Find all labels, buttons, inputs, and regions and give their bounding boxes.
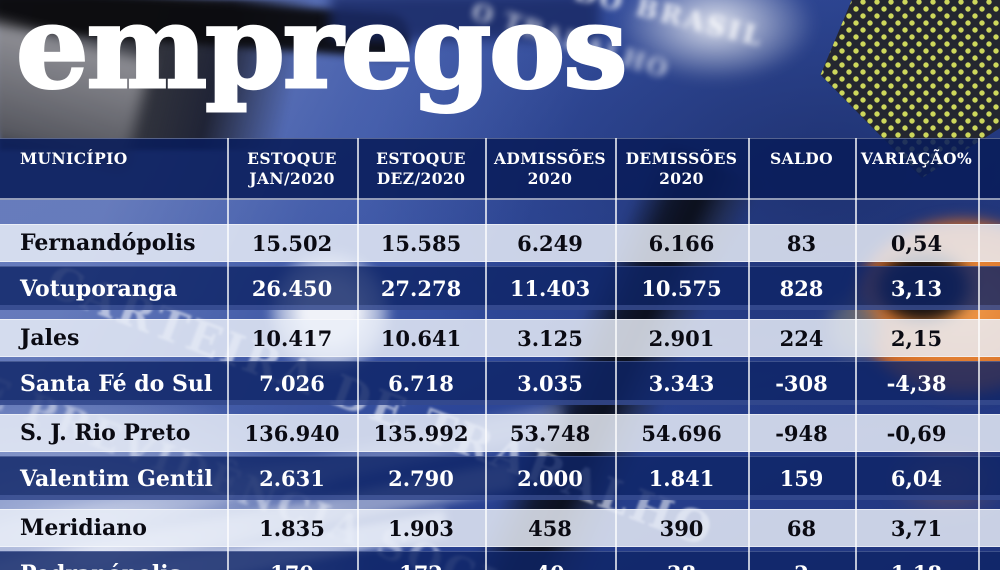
value-demissoes: 38 [615, 552, 748, 570]
value-estoque-jan: 2.631 [259, 466, 325, 491]
row-edge-sliver [978, 552, 1000, 570]
column-header-saldo: SALDO [769, 149, 834, 168]
value-estoque-jan: 26.450 [251, 276, 333, 301]
value-admissoes: 53.748 [509, 420, 591, 446]
table-row-meridiano: Meridiano 1.835 1.903 458 390 68 3,71 [0, 509, 1000, 547]
municipality-name: Fernandópolis [20, 230, 196, 256]
value-saldo: -308 [775, 371, 828, 396]
value-saldo: 83 [786, 230, 817, 256]
value-estoque-jan: 136.940 [244, 420, 340, 446]
column-header-municipio: MUNICÍPIO [20, 149, 128, 168]
row-edge-sliver [978, 320, 1000, 356]
value-variacao: 6,04 [890, 466, 943, 491]
value-demissoes: 54.696 [641, 420, 722, 446]
value-variacao: -4,38 [886, 371, 947, 396]
header-edge-sliver [978, 139, 1000, 198]
value-admissoes: 3.125 [517, 325, 583, 351]
column-divider [978, 138, 980, 570]
column-divider [485, 138, 487, 570]
value-admissoes: 458 [528, 515, 572, 541]
municipality-name: Meridiano [20, 515, 147, 541]
value-estoque-dez: 2.790 [388, 466, 454, 491]
municipality-name: Jales [20, 325, 80, 351]
column-header-variacao: VARIAÇÃO% [860, 149, 973, 168]
column-divider [357, 138, 359, 570]
row-edge-sliver [978, 457, 1000, 500]
value-estoque-dez: 27.278 [380, 276, 462, 301]
value-saldo: 828 [779, 276, 824, 301]
row-edge-sliver [978, 267, 1000, 310]
value-saldo: -948 [775, 420, 828, 446]
row-edge-sliver [978, 225, 1000, 261]
table-row-jales: Jales 10.417 10.641 3.125 2.901 224 2,15 [0, 319, 1000, 357]
value-variacao: 1,18 [855, 552, 978, 570]
table-row-valentim-gentil: Valentim Gentil 2.631 2.790 2.000 1.841 … [0, 456, 1000, 500]
municipality-name: Valentim Gentil [20, 465, 213, 492]
value-demissoes: 1.841 [648, 466, 715, 491]
value-estoque-jan: 170 [227, 552, 357, 570]
row-edge-sliver [978, 362, 1000, 405]
value-admissoes: 11.403 [509, 276, 591, 301]
value-estoque-dez: 15.585 [380, 230, 462, 256]
municipality-name: S. J. Rio Preto [20, 420, 191, 446]
value-demissoes: 10.575 [641, 276, 722, 301]
value-demissoes: 2.901 [648, 325, 715, 351]
column-divider [855, 138, 857, 570]
table-row-fernandopolis: Fernandópolis 15.502 15.585 6.249 6.166 … [0, 224, 1000, 262]
value-estoque-jan: 10.417 [251, 325, 333, 351]
value-estoque-dez: 6.718 [388, 371, 454, 396]
value-estoque-dez: 172 [357, 552, 485, 570]
table-row-santa-fe-do-sul: Santa Fé do Sul 7.026 6.718 3.035 3.343 … [0, 361, 1000, 405]
column-divider [748, 138, 750, 570]
column-divider [227, 138, 229, 570]
table-row-clipped-bottom: Pedranópolis 170 172 40 38 2 1,18 [0, 551, 1000, 570]
column-header-admissoes: ADMISSÕES 2020 [493, 149, 607, 188]
value-saldo: 2 [748, 552, 855, 570]
page-title: empregos [14, 0, 628, 114]
value-admissoes: 6.249 [517, 230, 583, 256]
value-estoque-dez: 135.992 [373, 420, 469, 446]
value-variacao: 3,71 [890, 515, 943, 541]
row-edge-sliver [978, 510, 1000, 546]
row-edge-sliver [978, 415, 1000, 451]
value-estoque-dez: 10.641 [380, 325, 462, 351]
value-variacao: 3,13 [890, 276, 943, 301]
column-header-demissoes: DEMISSÕES 2020 [625, 149, 738, 188]
value-estoque-jan: 7.026 [259, 371, 325, 396]
blurred-emblem-top [616, 0, 816, 82]
value-admissoes: 40 [485, 552, 615, 570]
value-variacao: 0,54 [890, 230, 943, 256]
value-admissoes: 2.000 [517, 466, 583, 491]
table-header-row: MUNICÍPIO ESTOQUE JAN/2020 ESTOQUE DEZ/2… [0, 138, 1000, 200]
value-estoque-jan: 1.835 [259, 515, 325, 541]
value-estoque-dez: 1.903 [388, 515, 454, 541]
value-saldo: 159 [779, 466, 824, 491]
municipality-name: Votuporanga [20, 275, 178, 302]
navy-strip [330, 0, 600, 40]
table-row-sj-rio-preto: S. J. Rio Preto 136.940 135.992 53.748 5… [0, 414, 1000, 452]
value-saldo: 224 [779, 325, 824, 351]
value-saldo: 68 [786, 515, 817, 541]
value-admissoes: 3.035 [517, 371, 583, 396]
value-estoque-jan: 15.502 [251, 230, 333, 256]
municipality-name: Pedranópolis [0, 552, 227, 570]
column-header-estoque-jan: ESTOQUE JAN/2020 [247, 149, 337, 188]
municipality-name: Santa Fé do Sul [20, 370, 213, 397]
column-header-estoque-dez: ESTOQUE DEZ/2020 [376, 149, 466, 188]
value-variacao: -0,69 [886, 420, 947, 446]
value-demissoes: 6.166 [648, 230, 715, 256]
value-demissoes: 3.343 [648, 371, 715, 396]
column-divider [615, 138, 617, 570]
value-variacao: 2,15 [890, 325, 943, 351]
table-row-votuporanga: Votuporanga 26.450 27.278 11.403 10.575 … [0, 266, 1000, 310]
value-demissoes: 390 [659, 515, 704, 541]
